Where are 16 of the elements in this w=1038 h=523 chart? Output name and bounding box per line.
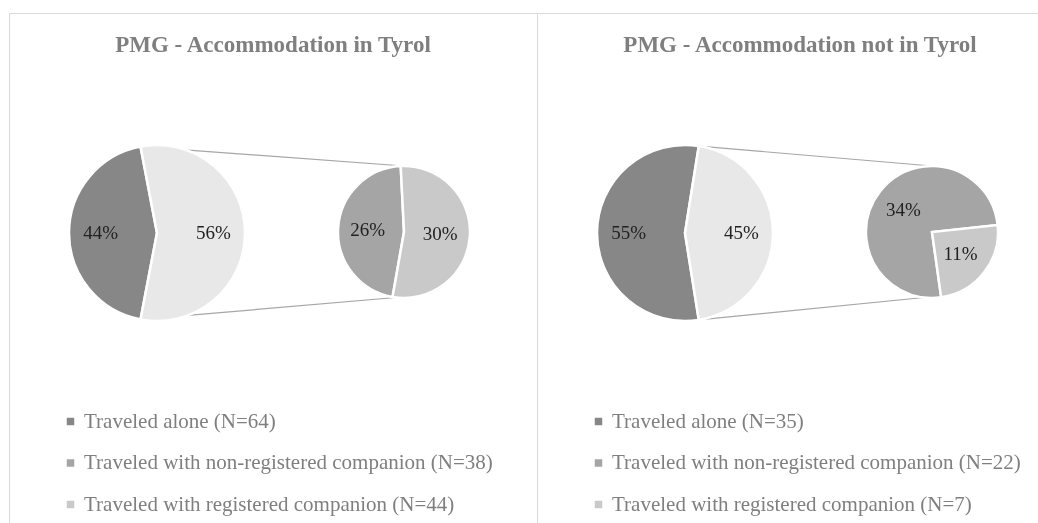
data-label: 11% [943, 243, 978, 265]
data-label: 44% [83, 222, 119, 243]
data-label: 30% [422, 223, 458, 245]
data-label: 55% [611, 222, 647, 243]
chart-title: PMG - Accommodation in Tyrol [115, 32, 431, 57]
legend-label: Traveled alone (N=64) [84, 408, 276, 433]
legend-label: Traveled with registered companion (N=44) [84, 491, 455, 516]
legend-label: Traveled with non-registered companion (N=22) [612, 450, 1021, 474]
data-label: 56% [195, 222, 231, 243]
data-label: 26% [350, 218, 386, 240]
data-label: 45% [723, 222, 759, 243]
data-label: 34% [885, 198, 921, 220]
legend-label: Traveled with registered companion (N=7) [612, 491, 972, 516]
legend-label: Traveled with non-registered companion (N=38) [84, 450, 493, 474]
legend-label: Traveled alone (N=35) [612, 408, 804, 433]
chart-title: PMG - Accommodation not in Tyrol [623, 32, 977, 57]
